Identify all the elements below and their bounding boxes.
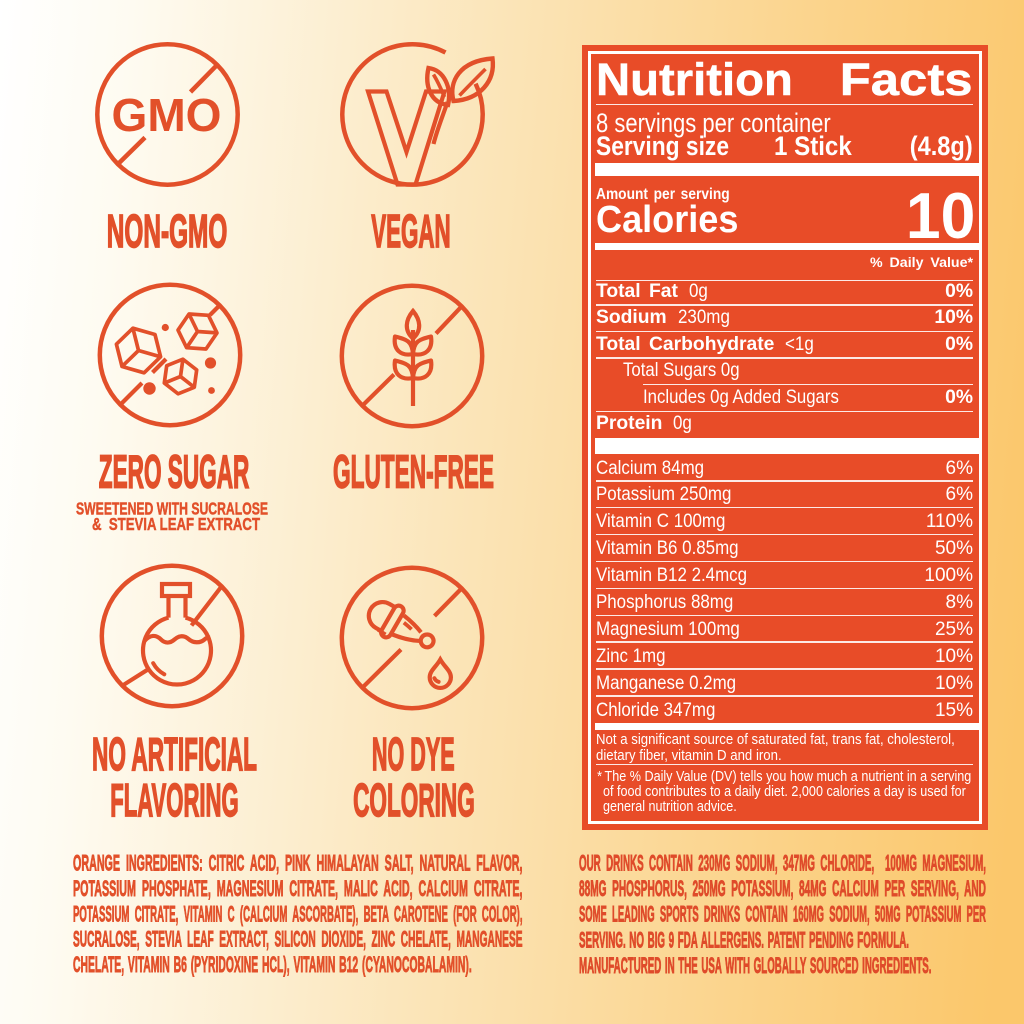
svg-text:SERVING. NO BIG 9 FDA ALLERGEN: SERVING. NO BIG 9 FDA ALLERGENS. PATENT … xyxy=(579,927,909,952)
svg-text:SWEETENED WITH SUCRALOSE: SWEETENED WITH SUCRALOSE xyxy=(76,498,268,518)
svg-text:ZERO SUGAR: ZERO SUGAR xyxy=(99,445,250,497)
svg-text:POTASSIUM PHOSPHATE, MAGNESIUM: POTASSIUM PHOSPHATE, MAGNESIUM CITRATE, … xyxy=(73,876,523,901)
svg-text:SOME LEADING SPORTS DRINKS CON: SOME LEADING SPORTS DRINKS CONTAIN 160MG… xyxy=(579,902,986,927)
svg-text:CHELATE, VITAMIN B6 (PYRIDOXIN: CHELATE, VITAMIN B6 (PYRIDOXINE HCL), VI… xyxy=(73,952,472,977)
svg-text:GLUTEN-FREE: GLUTEN-FREE xyxy=(333,445,494,497)
svg-text:FLAVORING: FLAVORING xyxy=(110,774,239,826)
svg-text:SUCRALOSE, STEVIA LEAF EXTRACT: SUCRALOSE, STEVIA LEAF EXTRACT, SILICON … xyxy=(73,927,523,952)
svg-text:COLORING: COLORING xyxy=(353,774,475,826)
svg-text:GMO: GMO xyxy=(112,89,222,141)
svg-text:ORANGE INGREDIENTS: CITRIC ACI: ORANGE INGREDIENTS: CITRIC ACID, PINK HI… xyxy=(73,851,523,876)
svg-text:NO ARTIFICIAL: NO ARTIFICIAL xyxy=(92,728,257,780)
svg-text:NO DYE: NO DYE xyxy=(372,728,455,780)
svg-text:88MG PHOSPHORUS, 250MG POTASSI: 88MG PHOSPHORUS, 250MG POTASSIUM, 84MG C… xyxy=(579,876,986,901)
svg-text:OUR DRINKS CONTAIN 230MG SODIU: OUR DRINKS CONTAIN 230MG SODIUM, 347MG C… xyxy=(579,850,986,875)
svg-text:NON-GMO: NON-GMO xyxy=(107,205,228,257)
svg-text:VEGAN: VEGAN xyxy=(371,205,451,257)
svg-text:& STEVIA LEAF EXTRACT: & STEVIA LEAF EXTRACT xyxy=(92,514,260,534)
svg-text:POTASSIUM CITRATE, VITAMIN C (: POTASSIUM CITRATE, VITAMIN C (CALCIUM AS… xyxy=(73,901,523,926)
svg-text:MANUFACTURED IN THE USA WITH G: MANUFACTURED IN THE USA WITH GLOBALLY SO… xyxy=(579,953,932,978)
